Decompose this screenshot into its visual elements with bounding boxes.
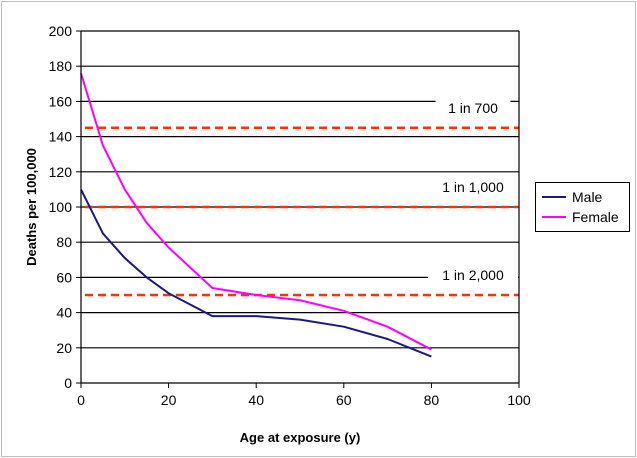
x-tick-label-0: 0 bbox=[77, 392, 85, 408]
tick-labels: 0 20 40 60 80 100 120 140 160 180 200 0 20 40 60 80 100 bbox=[49, 23, 531, 408]
legend-swatch-female bbox=[542, 216, 566, 218]
y-tick-label-0: 0 bbox=[64, 375, 72, 391]
x-tick-label-60: 60 bbox=[336, 392, 352, 408]
y-tick-label-20: 20 bbox=[56, 340, 72, 356]
y-tick-label-80: 80 bbox=[56, 234, 72, 250]
x-tick-label-80: 80 bbox=[424, 392, 440, 408]
x-tick-label-100: 100 bbox=[507, 392, 531, 408]
reference-label-1: 1 in 1,000 bbox=[442, 179, 504, 195]
reference-label-2: 1 in 2,000 bbox=[442, 267, 504, 283]
y-tick-label-120: 120 bbox=[49, 164, 73, 180]
y-tick-label-160: 160 bbox=[49, 93, 73, 109]
legend-swatch-male bbox=[542, 196, 566, 198]
reference-label-bg-0 bbox=[435, 96, 511, 119]
legend-item-male: Male bbox=[542, 188, 602, 206]
reference-label-bg-2 bbox=[428, 264, 518, 286]
series-lines bbox=[80, 72, 432, 358]
legend-item-female: Female bbox=[542, 208, 619, 226]
gridlines bbox=[81, 30, 519, 349]
reference-label-0: 1 in 700 bbox=[448, 100, 498, 116]
y-tick-label-40: 40 bbox=[56, 305, 72, 321]
x-tick-label-20: 20 bbox=[161, 392, 177, 408]
series-line-female bbox=[80, 72, 432, 351]
series-line-male bbox=[80, 188, 432, 358]
x-tick-label-40: 40 bbox=[248, 392, 264, 408]
legend-label-female: Female bbox=[572, 209, 619, 225]
reference-lines: 1 in 700 1 in 1,000 1 in 2,000 bbox=[85, 96, 519, 297]
y-tick-label-140: 140 bbox=[49, 129, 73, 145]
legend: Male Female bbox=[535, 182, 630, 232]
y-tick-label-60: 60 bbox=[56, 269, 72, 285]
legend-label-male: Male bbox=[572, 189, 603, 205]
y-tick-label-200: 200 bbox=[49, 23, 73, 39]
x-axis-label: Age at exposure (y) bbox=[240, 430, 361, 445]
axes bbox=[76, 30, 520, 388]
y-tick-label-100: 100 bbox=[49, 199, 73, 215]
y-tick-label-180: 180 bbox=[49, 58, 73, 74]
y-axis-label: Deaths per 100,000 bbox=[24, 148, 39, 266]
reference-label-bg-1 bbox=[428, 176, 518, 198]
